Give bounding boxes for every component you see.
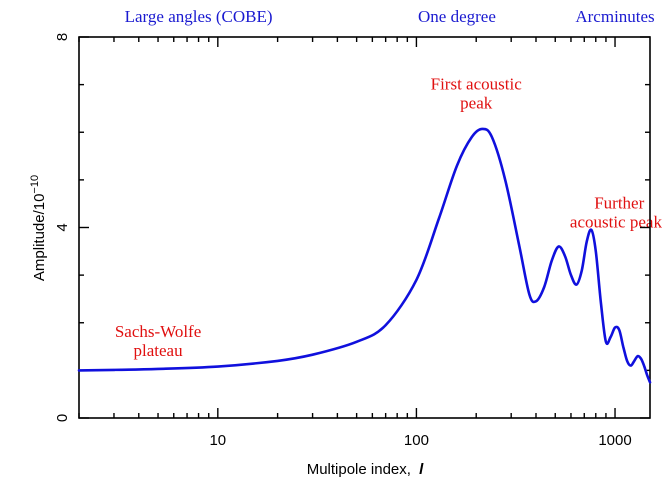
annotation-line: acoustic peaks <box>570 212 662 231</box>
x-tick-label: 100 <box>404 432 429 449</box>
y-axis-label: Amplitude/10−10 <box>29 175 48 281</box>
x-axis-symbol: l <box>419 461 424 478</box>
annotation-line: First acoustic <box>431 74 523 93</box>
y-tick-label: 0 <box>54 414 71 422</box>
annotation-line: peak <box>460 93 493 112</box>
top-scale-labels: Large angles (COBE) One degree Arcminutes <box>125 7 655 26</box>
annotation-line: plateau <box>133 341 183 360</box>
x-tick-label: 10 <box>209 432 226 449</box>
power-spectrum-line <box>77 127 652 384</box>
x-ticks: 10 100 1000 <box>78 37 632 449</box>
annotation-line: Further <box>594 193 644 212</box>
y-tick-label: 4 <box>54 223 71 231</box>
top-scale-label: One degree <box>418 7 496 26</box>
plot-frame <box>78 36 651 419</box>
top-scale-label: Large angles (COBE) <box>125 7 273 26</box>
top-scale-label: Arcminutes <box>575 7 654 26</box>
x-axis-label: Multipole index, l <box>307 461 424 478</box>
y-axis-exponent: −10 <box>29 175 41 194</box>
x-tick-label: 1000 <box>598 432 631 449</box>
y-tick-label: 8 <box>54 33 71 41</box>
y-ticks: 0 4 8 <box>54 33 650 422</box>
annotation-line: Sachs-Wolfe <box>115 322 201 341</box>
